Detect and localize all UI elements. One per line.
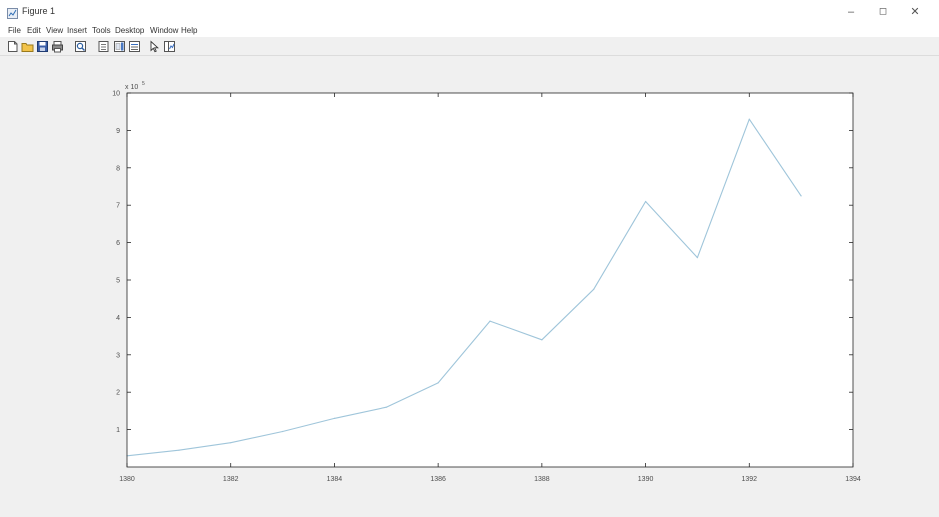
data-point	[282, 430, 284, 433]
plot-svg: 1380 1382 1384 1386 1388 1390 1392 1394 1 2 3 4 5 6 7 8…	[112, 81, 861, 483]
matlab-figure-icon	[7, 6, 18, 19]
y-tick-label: 9	[116, 128, 120, 135]
insert-legend-icon[interactable]	[128, 40, 141, 53]
y-tick-label: 3	[116, 352, 120, 359]
insert-colorbar-icon[interactable]	[113, 40, 126, 53]
link-plot-icon[interactable]	[97, 40, 110, 53]
menu-tools[interactable]: Tools	[92, 26, 111, 35]
zoom-icon[interactable]	[74, 40, 87, 53]
new-figure-icon[interactable]	[6, 40, 19, 53]
series-line-0	[126, 118, 802, 457]
x-tick-label: 1390	[638, 476, 654, 483]
show-plot-tools-icon[interactable]	[163, 40, 176, 53]
y-tick-label: 4	[116, 315, 120, 322]
menu-view[interactable]: View	[46, 26, 64, 35]
minimize-button[interactable]: –	[847, 6, 855, 18]
data-point	[333, 417, 335, 419]
menu-help[interactable]: Help	[181, 26, 198, 35]
axes-box	[126, 92, 854, 468]
y-tick-label: 8	[116, 165, 120, 172]
y-tick-label: 2	[116, 390, 120, 397]
y-tick-label: 6	[116, 240, 120, 247]
data-point	[696, 257, 699, 259]
title-bar: Figure 1 – ◻ ✕	[0, 0, 939, 24]
x-tick-label: 1380	[119, 476, 135, 483]
open-file-icon[interactable]	[21, 40, 34, 53]
data-point	[230, 442, 232, 444]
y-tick-label: 5	[116, 278, 120, 285]
menu-bar: File Edit View Insert Tools Desktop Wind…	[0, 24, 939, 37]
menu-insert[interactable]: Insert	[67, 26, 88, 35]
data-point	[541, 339, 543, 341]
y-tick-label: 1	[116, 427, 120, 434]
data-point	[437, 382, 439, 384]
window-title: Figure 1	[22, 6, 56, 16]
data-point	[645, 200, 647, 203]
data-point	[593, 288, 595, 290]
x-tick-label: 1384	[327, 476, 343, 483]
x-tick-label: 1382	[223, 476, 239, 483]
y-tick-label: 7	[116, 203, 120, 210]
close-button[interactable]: ✕	[910, 6, 920, 18]
menu-file[interactable]: File	[8, 26, 21, 35]
figure-canvas: 1380 1382 1384 1386 1388 1390 1392 1394 1 2 3 4 5 6 7 8…	[0, 57, 939, 517]
menu-window[interactable]: Window	[150, 26, 179, 35]
x-tick-label: 1392	[741, 476, 757, 483]
x-tick-label: 1394	[845, 476, 861, 483]
data-point	[178, 449, 180, 451]
print-figure-icon[interactable]	[51, 40, 64, 53]
menu-edit[interactable]: Edit	[27, 26, 41, 35]
edit-plot-icon[interactable]	[148, 40, 161, 53]
data-point	[748, 118, 750, 120]
y-exponent-power: 5	[142, 81, 145, 87]
data-point	[385, 406, 387, 408]
x-tick-label: 1386	[430, 476, 446, 483]
data-point	[489, 320, 491, 322]
data-point	[800, 195, 802, 197]
menu-desktop[interactable]: Desktop	[115, 26, 145, 35]
y-tick-label: 10	[112, 91, 120, 98]
figure-toolbar	[0, 37, 939, 56]
maximize-button[interactable]: ◻	[878, 6, 888, 17]
y-exponent-label: x 10	[125, 84, 138, 91]
axes-area[interactable]	[127, 93, 853, 467]
x-tick-label: 1388	[534, 476, 550, 483]
save-figure-icon[interactable]	[36, 40, 49, 53]
